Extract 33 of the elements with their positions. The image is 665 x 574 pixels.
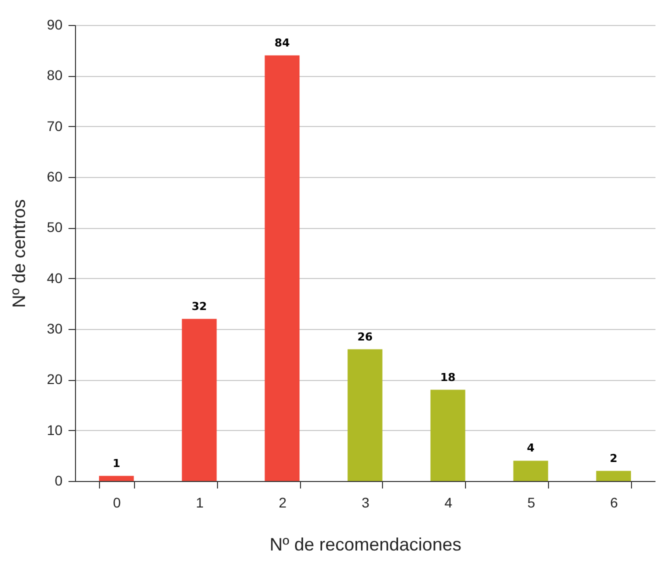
x-axis-title: Nº de recomendaciones xyxy=(270,534,462,554)
x-tick-label: 1 xyxy=(196,494,204,510)
y-tick-label: 40 xyxy=(46,270,63,286)
x-tick-label: 2 xyxy=(278,494,287,510)
x-tick-label: 0 xyxy=(113,494,122,510)
x-tick-label: 6 xyxy=(610,494,618,510)
bar xyxy=(430,390,466,481)
y-tick-label: 0 xyxy=(54,472,63,488)
bar xyxy=(182,318,217,481)
x-tick-label: 4 xyxy=(444,494,452,510)
y-tick-label: 60 xyxy=(46,168,63,184)
y-tick-label: 90 xyxy=(46,16,63,32)
x-tick-label: 5 xyxy=(527,494,536,510)
bar xyxy=(264,55,300,481)
y-tick-label: 50 xyxy=(46,219,63,236)
data-label: 2 xyxy=(610,452,618,465)
data-label: 4 xyxy=(526,442,535,455)
data-label: 84 xyxy=(274,36,290,50)
x-tick-label: 3 xyxy=(362,494,370,510)
y-tick-label: 70 xyxy=(46,118,63,134)
data-label: 32 xyxy=(192,300,207,313)
bar xyxy=(513,460,548,481)
data-label: 1 xyxy=(112,456,120,470)
y-tick-label: 20 xyxy=(46,371,63,388)
bar xyxy=(596,470,631,481)
y-tick-label: 10 xyxy=(46,422,63,438)
y-tick-label: 30 xyxy=(46,320,63,336)
y-axis-title: Nº de centros xyxy=(8,199,29,308)
bar xyxy=(348,349,382,481)
data-label: 18 xyxy=(440,370,456,384)
y-tick-label: 80 xyxy=(46,67,63,84)
data-label: 26 xyxy=(357,330,373,344)
bar xyxy=(99,476,134,481)
